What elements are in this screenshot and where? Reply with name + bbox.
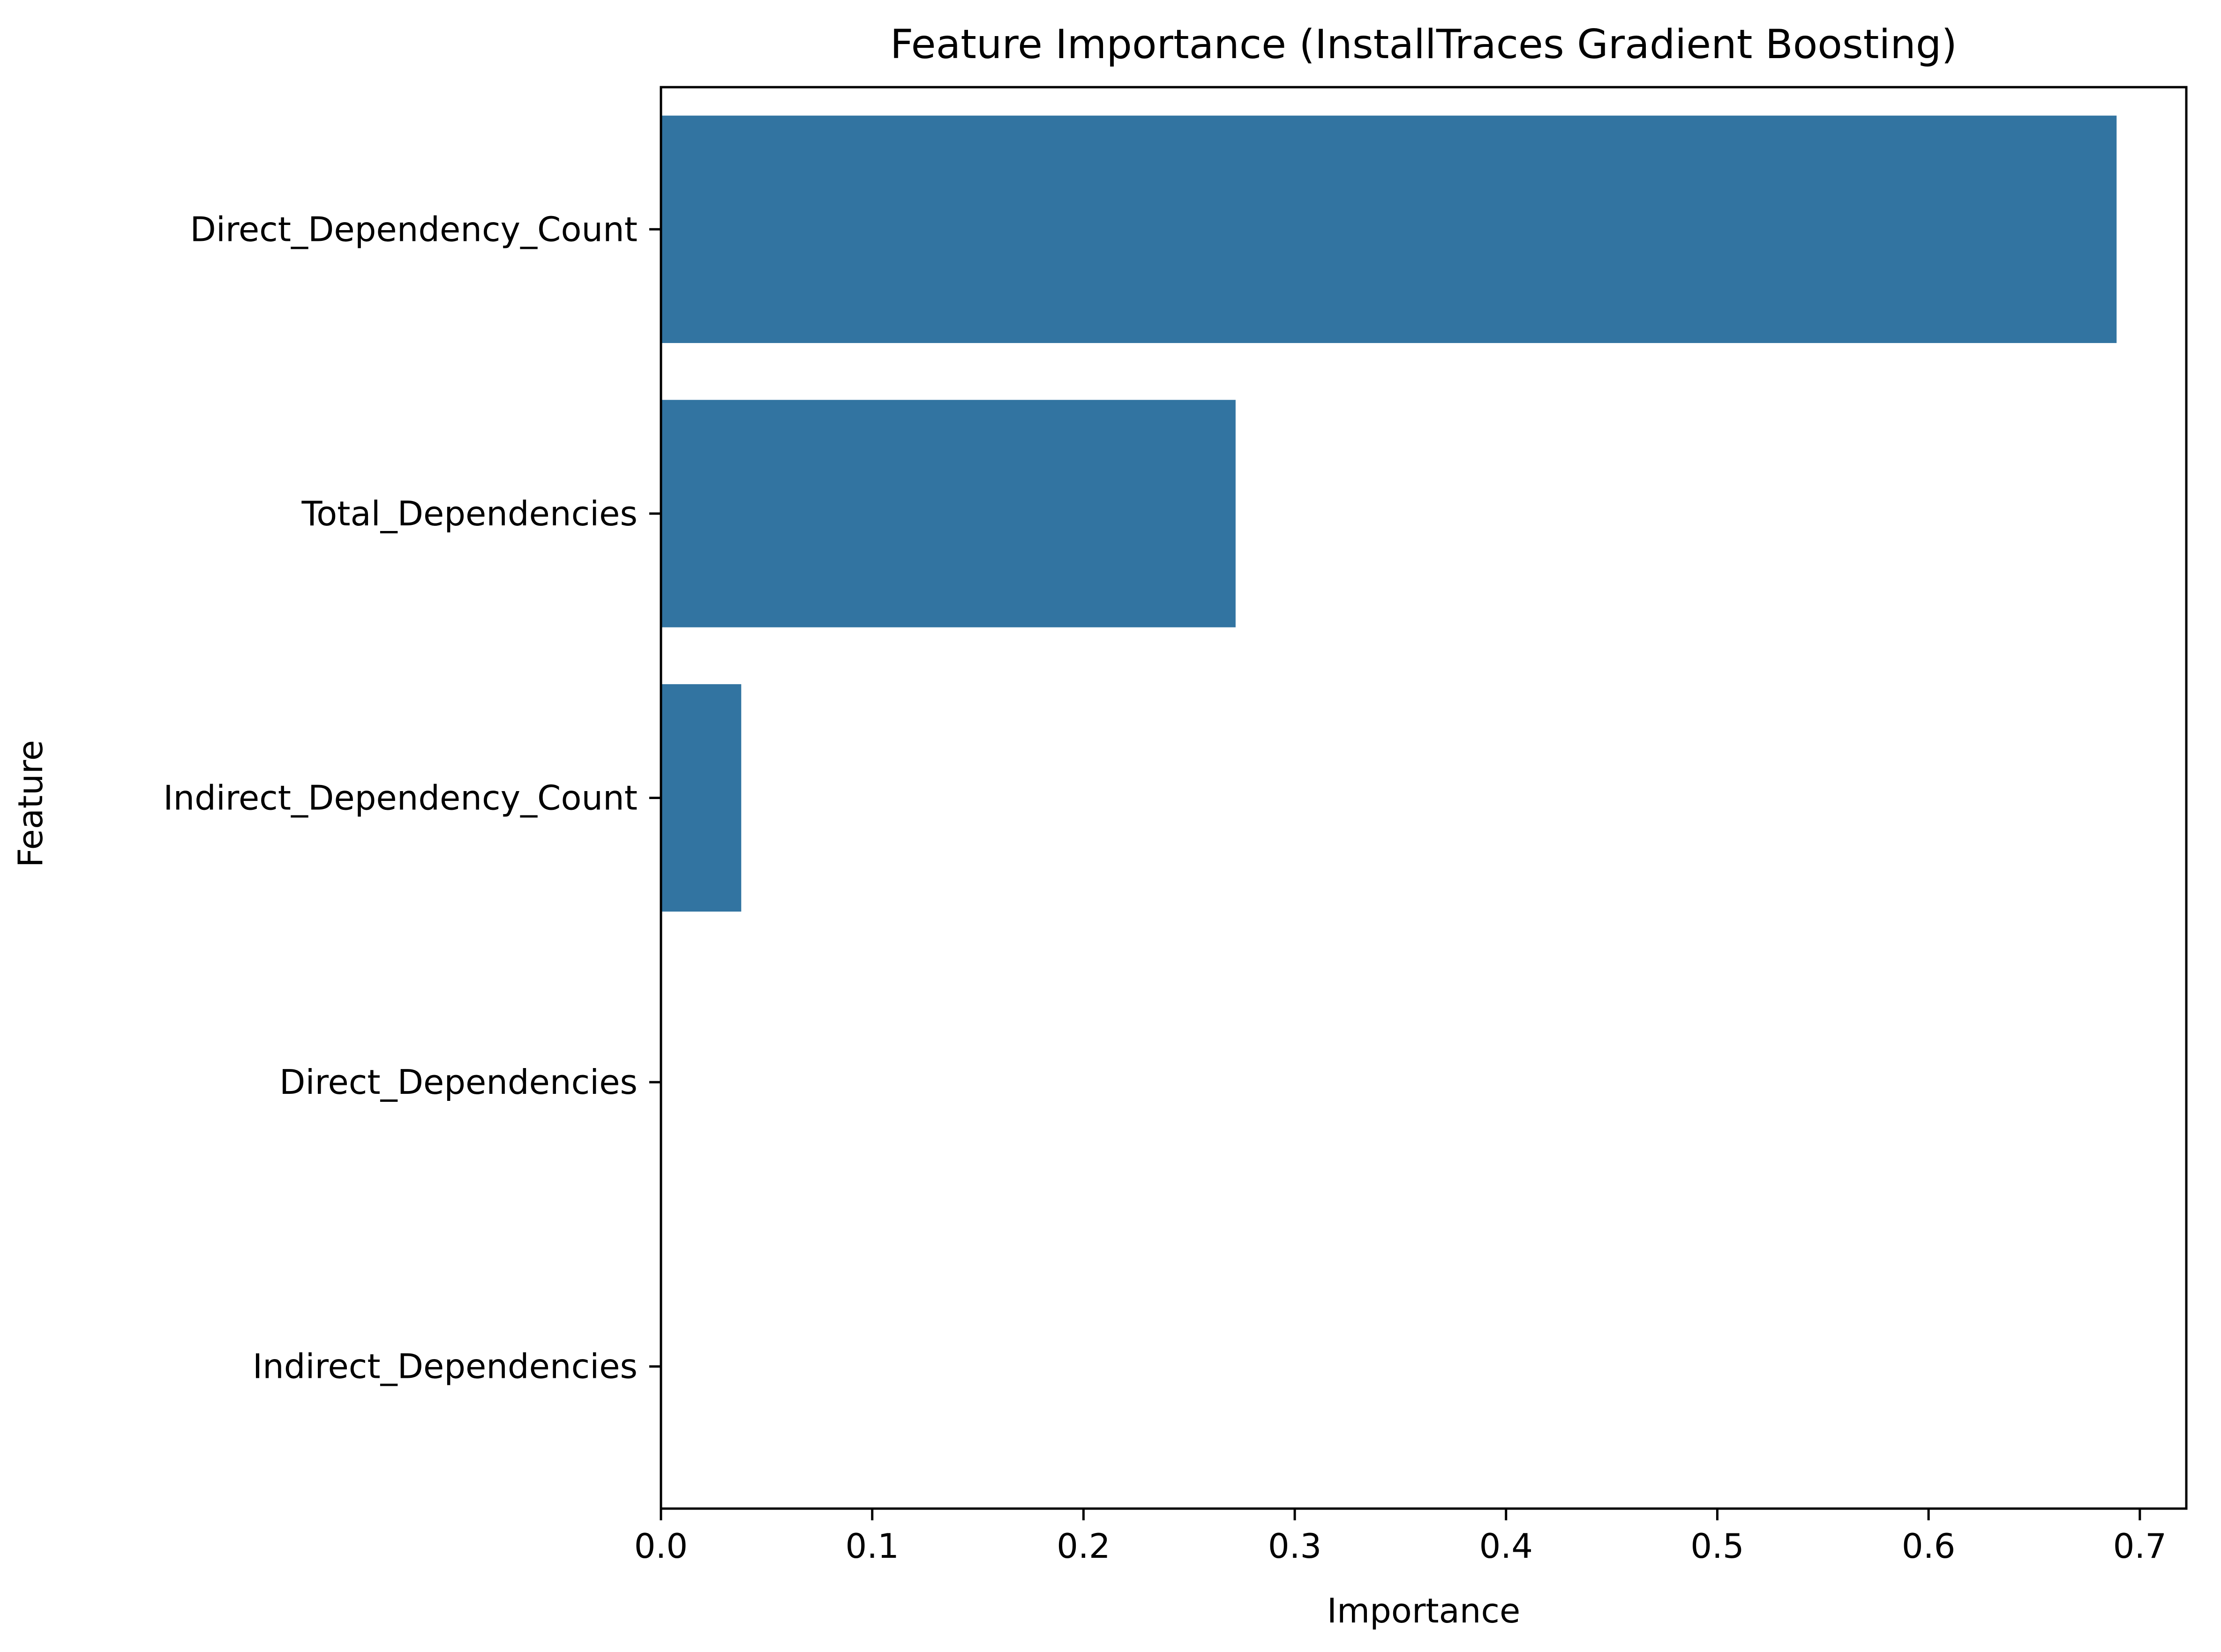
x-tick-label: 0.0 (634, 1526, 688, 1566)
x-tick-label: 0.2 (1057, 1526, 1110, 1566)
x-tick-label: 0.7 (2113, 1526, 2167, 1566)
y-tick-label: Indirect_Dependencies (253, 1347, 638, 1386)
x-tick-label: 0.5 (1690, 1526, 1744, 1566)
y-tick-label: Indirect_Dependency_Count (163, 778, 638, 818)
y-axis-label: Feature (11, 740, 50, 867)
plot-frame (660, 86, 2188, 1510)
y-tick-label: Total_Dependencies (301, 494, 638, 533)
x-tick-label: 0.3 (1268, 1526, 1322, 1566)
y-tick-label: Direct_Dependency_Count (190, 209, 638, 249)
x-tick-label: 0.6 (1902, 1526, 1956, 1566)
x-axis-label: Importance (1327, 1591, 1521, 1630)
x-ticks-group: 0.0 0.1 0.2 0.3 0.4 0.5 0.6 0.7 (634, 1509, 2167, 1566)
bars-group (661, 115, 2117, 912)
x-tick-label: 0.4 (1479, 1526, 1533, 1566)
chart-title: Feature Importance (InstallTraces Gradie… (890, 21, 1957, 68)
y-tick-label: Direct_Dependencies (279, 1062, 638, 1102)
x-tick-label: 0.1 (845, 1526, 899, 1566)
bar-total-dependencies (661, 400, 1236, 628)
y-ticks-group: Direct_Dependency_Count Total_Dependencie… (163, 209, 661, 1386)
bar-indirect-dependency-count (661, 684, 742, 912)
bar-direct-dependency-count (661, 115, 2117, 343)
